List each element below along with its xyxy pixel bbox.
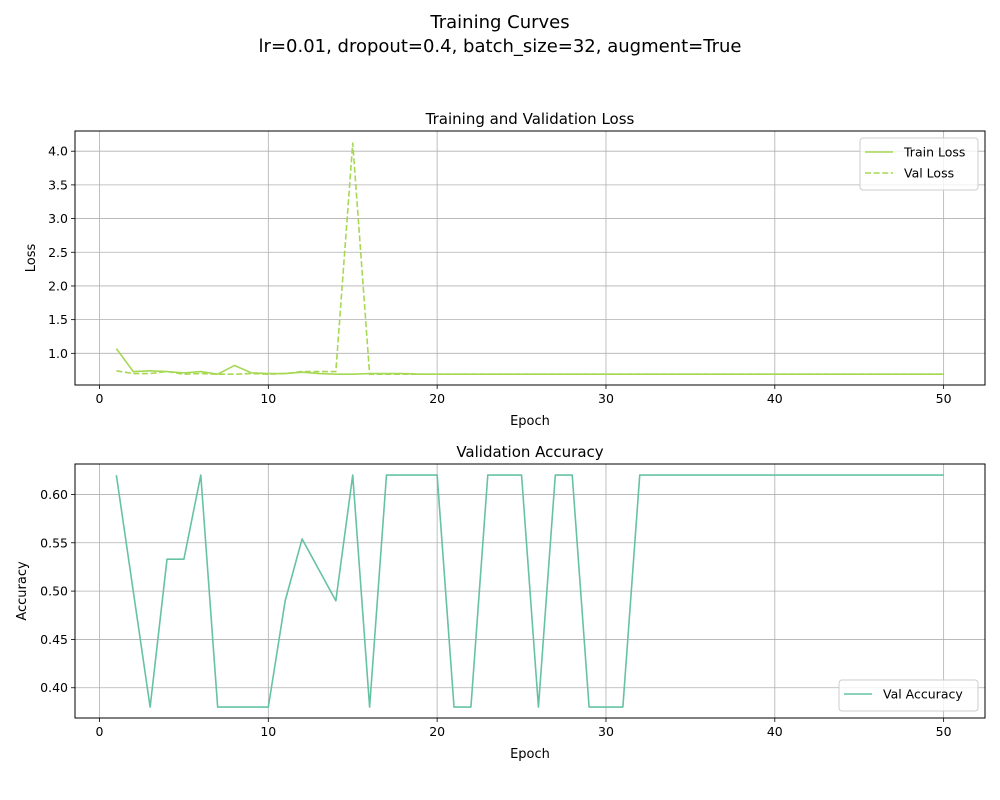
y-tick-label: 0.45 [40,632,68,647]
figure-suptitle-line1: Training Curves [430,12,570,33]
x-tick-label: 20 [429,391,445,406]
x-tick-label: 10 [260,391,276,406]
series-line-val-accuracy [115,474,944,708]
y-tick-label: 0.55 [40,535,68,550]
x-tick-label: 10 [260,724,276,739]
y-tick-label: 3.5 [48,177,68,192]
subplot-title: Validation Accuracy [456,443,603,461]
y-tick-label: 3.0 [48,211,68,226]
axes-frame [74,130,986,386]
series-line-train-loss [115,348,944,376]
x-tick-label: 0 [96,391,104,406]
legend: Train Loss Val Loss [859,137,979,191]
x-tick-label: 30 [598,391,614,406]
legend-box [838,679,979,712]
subplot-title: Training and Validation Loss [425,110,635,128]
x-axis-label: Epoch [510,414,550,429]
y-axis-label: Loss [24,244,39,273]
series-line-val-loss [116,142,944,376]
y-tick-label: 0.40 [40,680,68,695]
legend: Val Accuracy [838,679,979,712]
x-axis-label: Epoch [510,747,550,762]
y-tick-label: 0.50 [40,584,68,599]
y-tick-label: 4.0 [48,144,68,159]
legend-label: Val Loss [904,166,954,181]
y-tick-label: 1.0 [48,346,68,361]
y-tick-label: 2.5 [48,245,68,260]
legend-box [859,137,979,191]
x-tick-label: 50 [936,724,952,739]
y-tick-label: 0.60 [40,487,68,502]
x-tick-label: 50 [936,391,952,406]
y-tick-label: 1.5 [48,312,68,327]
legend-label: Val Accuracy [883,687,963,702]
y-axis-label: Accuracy [15,561,30,621]
x-tick-label: 40 [767,391,783,406]
x-tick-label: 0 [96,724,104,739]
x-tick-label: 20 [429,724,445,739]
x-tick-label: 40 [767,724,783,739]
legend-label: Train Loss [903,145,965,160]
x-tick-label: 30 [598,724,614,739]
y-tick-label: 2.0 [48,278,68,293]
subplot-1: 0 10 20 30 40 50 1.0 1.5 2.0 2.5 3.0 3.5 4.0 Training… [24,110,986,429]
subplot-2: 0 10 20 30 40 50 0.40 0.45 0.50 0.55 0.60 Validatio… [15,443,986,762]
figure-suptitle-line2: lr=0.01, dropout=0.4, batch_size=32, aug… [258,36,742,57]
